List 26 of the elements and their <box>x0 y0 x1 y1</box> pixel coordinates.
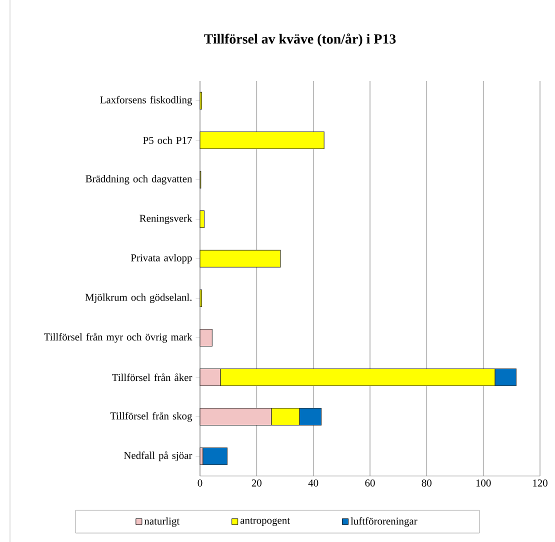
y-tick-label: Tillförsel från skog <box>110 412 192 422</box>
y-tick-label: Reningsverk <box>140 214 192 224</box>
y-tick-label: P5 och P17 <box>143 136 192 144</box>
x-tick-label: 20 <box>252 480 262 487</box>
y-tick-label: Privata avlopp <box>130 254 192 264</box>
chart-title: Tillförsel av kväve (ton/år) i P13 <box>204 33 396 47</box>
bar <box>200 328 212 347</box>
x-tick-label: 40 <box>308 480 318 487</box>
y-tick-label: Tillförsel från åker <box>112 373 192 382</box>
legend-label: luftföroreningar <box>350 517 418 527</box>
bar <box>200 131 324 150</box>
y-tick-label: Nedfall på sjöar <box>124 451 192 462</box>
legend-label: naturligt <box>144 517 180 527</box>
x-tick-label: 80 <box>422 480 432 487</box>
x-tick-label: 100 <box>476 480 491 487</box>
y-tick-label: Mjölkrum och gödselanl. <box>85 293 192 303</box>
legend-label: antropogent <box>240 518 290 526</box>
x-tick-label: 120 <box>533 480 548 487</box>
bar <box>200 250 281 268</box>
bar <box>200 210 205 228</box>
x-tick-label: 60 <box>365 480 375 487</box>
bar <box>202 447 228 466</box>
y-tick-label: Tillförsel från myr och övrig mark <box>44 332 192 343</box>
y-tick-label: Laxforsens fiskodling <box>100 96 192 106</box>
y-tick-label: Bräddning och dagvatten <box>86 174 192 184</box>
x-tick-label: 0 <box>198 480 202 487</box>
